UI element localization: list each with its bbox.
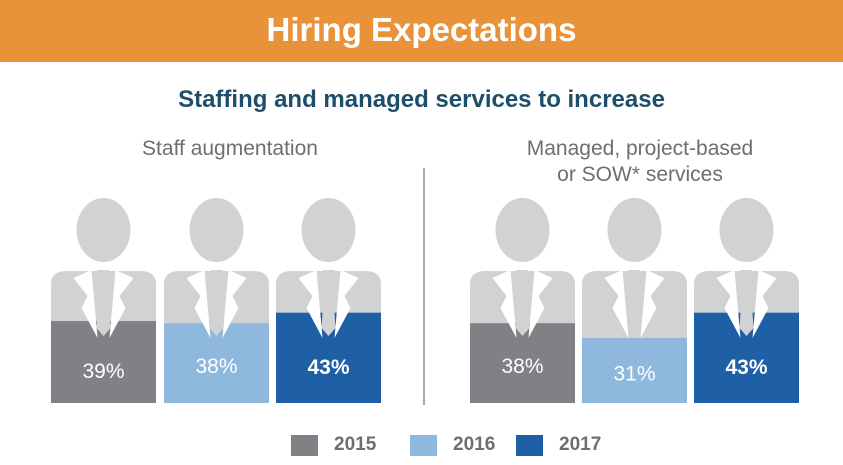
legend-swatch-2017 [516,434,543,456]
right-lapel-icon [222,270,247,338]
legend-swatch-2015 [291,434,318,456]
group-label-staff-augmentation: Staff augmentation [142,137,318,160]
bar-2016 [164,323,269,403]
legend-label-2016: 2016 [453,434,496,455]
person-head-icon [76,198,131,262]
right-lapel-icon [640,270,665,338]
tie-icon [96,270,111,336]
left-lapel-icon [298,270,323,338]
tie-icon [515,270,530,336]
legend: 2015 2016 2017 [0,434,843,456]
value-label-2015: 38% [501,355,543,378]
value-label-2017: 43% [725,356,767,379]
person-head-icon [189,198,244,262]
legend-label-2015: 2015 [334,434,377,455]
legend-item-2015: 2015 [291,434,376,456]
person-head-icon [301,198,356,262]
group-label-line2: or SOW* services [557,163,723,186]
person-head-icon [495,198,550,262]
person-head-icon [607,198,662,262]
value-label-2016: 31% [613,362,655,385]
person-head-icon [719,198,774,262]
value-label-2017: 43% [307,356,349,379]
left-lapel-icon [604,270,629,338]
tie-icon [209,270,224,336]
bar-2016 [582,337,687,403]
left-lapel-icon [492,270,517,338]
right-lapel-icon [528,270,553,338]
right-lapel-icon [334,270,359,338]
tie-icon [321,270,336,336]
legend-item-2016: 2016 [410,434,495,456]
right-lapel-icon [109,270,134,338]
left-lapel-icon [716,270,741,338]
value-label-2015: 39% [82,360,124,383]
legend-item-2017: 2017 [516,434,601,456]
left-lapel-icon [186,270,211,338]
bar-2015 [470,323,575,403]
group-label-line1: Managed, project-based [526,137,754,160]
value-label-2016: 38% [195,355,237,378]
tie-icon [627,270,642,336]
chart-subtitle: Staffing and managed services to increas… [178,86,665,113]
left-lapel-icon [73,270,98,338]
tie-icon [739,270,754,336]
legend-label-2017: 2017 [559,434,602,455]
right-lapel-icon [752,270,777,338]
legend-swatch-2016 [410,434,437,456]
title-banner: Hiring Expectations [0,0,843,62]
group-label-managed-services: Managed, project-based or SOW* services [460,136,820,188]
